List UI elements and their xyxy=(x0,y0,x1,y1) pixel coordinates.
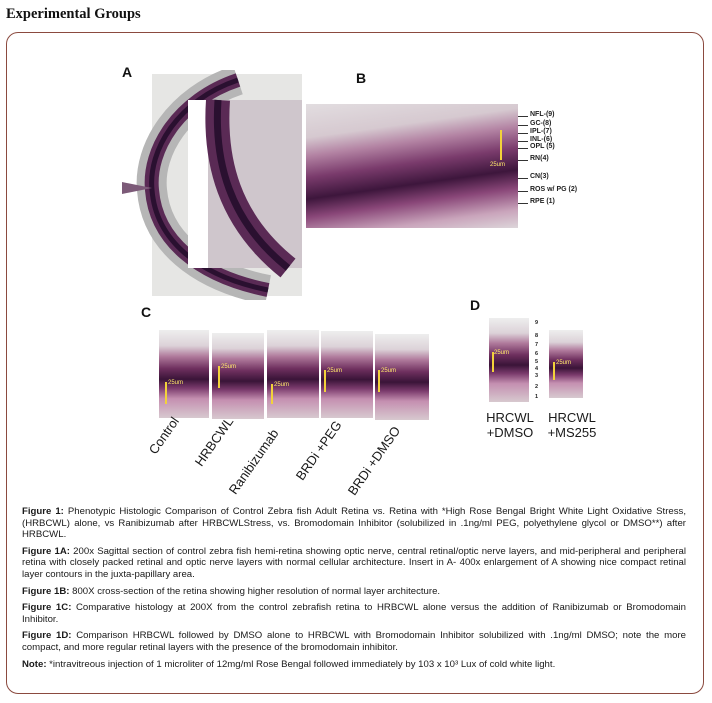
panel-d-letter: D xyxy=(470,297,481,313)
panel-c-micrograph-brdi-dmso xyxy=(375,334,429,420)
panel-b-leader xyxy=(518,191,528,192)
panel-c-scale-label: 25um xyxy=(274,382,290,388)
panel-b-layer-label: ROS w/ PG (2) xyxy=(530,186,578,193)
panel-d-layer-number: 5 xyxy=(535,359,539,365)
panel-b-layer-label: IPL-(7) xyxy=(530,128,552,135)
panel-c-label-ranibizumab: Ranibizumab xyxy=(225,426,282,497)
caption-text: Comparative histology at 200X from the c… xyxy=(22,602,686,625)
panel-a-letter: A xyxy=(122,64,133,80)
panel-c-letter: C xyxy=(141,304,152,320)
panel-c-scale-bar xyxy=(271,384,273,404)
panel-b-leader xyxy=(518,133,528,134)
panel-c-scale-bar xyxy=(165,382,167,404)
panel-d-layer-number: 6 xyxy=(535,351,539,357)
caption-text: Phenotypic Histologic Comparison of Cont… xyxy=(22,506,687,541)
panel-b-leader xyxy=(518,141,528,142)
panel-c-scale-bar xyxy=(218,366,220,388)
caption-text: Comparison HRBCWL followed by DMSO alone… xyxy=(22,630,686,653)
section-heading: Experimental Groups xyxy=(6,6,141,22)
panel-b-leader xyxy=(518,160,528,161)
caption-text: *intravitreous injection of 1 microliter… xyxy=(46,658,556,670)
panel-b-layer-label: RN(4) xyxy=(530,155,549,162)
panel-d-layer-number: 2 xyxy=(535,384,539,390)
figure-captions: Figure 1: Phenotypic Histologic Comparis… xyxy=(22,506,686,675)
panel-c-label-brdi-peg: BRDi +PEG xyxy=(292,417,345,483)
caption-label: Figure 1D: xyxy=(22,630,72,642)
panel-b-layer-label: NFL-(9) xyxy=(530,111,555,118)
panel-d-layer-number: 8 xyxy=(535,333,539,339)
panel-c-micrograph-brdi-peg xyxy=(321,331,373,418)
caption-figure-1: Figure 1: Phenotypic Histologic Comparis… xyxy=(22,506,686,541)
panel-b-layer-label: RPE (1) xyxy=(530,198,555,205)
panel-b-leader xyxy=(518,125,528,126)
panel-c-scale-bar xyxy=(378,370,380,392)
panel-d-scale-bar xyxy=(492,352,494,372)
panel-d-label-line: +MS255 xyxy=(547,425,597,440)
panel-b-letter: B xyxy=(356,70,367,86)
caption-label: Figure 1: xyxy=(22,506,64,517)
caption-label: Figure 1B: xyxy=(22,585,70,597)
panel-d-label-hrcwl-dmso: HRCWL +DMSO xyxy=(482,410,538,440)
panel-b-scale-bar xyxy=(500,130,502,160)
panel-b-layer-label: INL-(6) xyxy=(530,136,553,143)
caption-figure-1d: Figure 1D: Comparison HRBCWL followed by… xyxy=(22,630,686,653)
panel-b-leader xyxy=(518,178,528,179)
figure-1: A B 25um NFL-(9) GC-(8) IPL-(7) INL-(6) … xyxy=(122,64,604,498)
panel-d-layer-number: 1 xyxy=(535,394,539,400)
caption-text: 800X cross-section of the retina showing… xyxy=(69,585,441,597)
panel-b-retina-micrograph xyxy=(306,104,518,228)
caption-figure-1b: Figure 1B: 800X cross-section of the ret… xyxy=(22,586,686,598)
caption-label: Figure 1A: xyxy=(22,545,70,557)
panel-c-scale-label: 25um xyxy=(327,368,343,374)
panel-c-scale-bar xyxy=(324,370,326,392)
panel-c-scale-label: 25um xyxy=(221,364,237,370)
panel-d-micrograph-hrcwl-dmso xyxy=(489,318,529,402)
panel-b-leader xyxy=(518,116,528,117)
panel-d-label-line: +DMSO xyxy=(486,425,534,440)
panel-c-label-hrbcwl: HRBCWL xyxy=(191,414,237,469)
panel-a-hemi-retina-micrograph xyxy=(122,70,302,300)
caption-label: Figure 1C: xyxy=(22,602,72,614)
panel-d-layer-number: 9 xyxy=(535,320,539,326)
panel-c-scale-label: 25um xyxy=(168,380,184,386)
caption-label: Note: xyxy=(22,658,47,670)
panel-b-layer-label: GC-(8) xyxy=(530,120,552,127)
panel-d-scale-bar xyxy=(553,362,555,380)
panel-d-scale-label: 25um xyxy=(556,360,572,366)
panel-c-micrograph-control xyxy=(159,330,209,418)
caption-text: 200x Sagittal section of control zebra f… xyxy=(22,545,686,580)
panel-c-label-control: Control xyxy=(145,414,183,457)
panel-b-leader xyxy=(518,148,528,149)
figure-frame xyxy=(6,32,704,694)
panel-b-layer-label: OPL (5) xyxy=(530,143,555,150)
panel-c-label-brdi-dmso: BRDi +DMSO xyxy=(344,423,404,498)
panel-d-layer-number: 4 xyxy=(535,366,539,372)
panel-c-micrograph-ranibizumab xyxy=(267,330,319,418)
panel-d-label-line: HRCWL xyxy=(548,410,596,425)
caption-note: Note: *intravitreous injection of 1 micr… xyxy=(22,659,686,671)
panel-b-leader xyxy=(518,203,528,204)
panel-d-label-hrcwl-ms255: HRCWL +MS255 xyxy=(540,410,604,440)
panel-d-layer-number: 7 xyxy=(535,342,539,348)
caption-figure-1c: Figure 1C: Comparative histology at 200X… xyxy=(22,602,686,625)
panel-d-layer-number: 3 xyxy=(535,373,539,379)
panel-b-layer-label: CN(3) xyxy=(530,173,549,180)
panel-c-micrograph-hrbcwl xyxy=(212,333,264,419)
panel-d-label-line: HRCWL xyxy=(486,410,534,425)
panel-b-scale-label: 25um xyxy=(490,162,506,168)
caption-figure-1a: Figure 1A: 200x Sagittal section of cont… xyxy=(22,546,686,581)
panel-c-scale-label: 25um xyxy=(381,368,397,374)
panel-d-scale-label: 25um xyxy=(494,350,510,356)
